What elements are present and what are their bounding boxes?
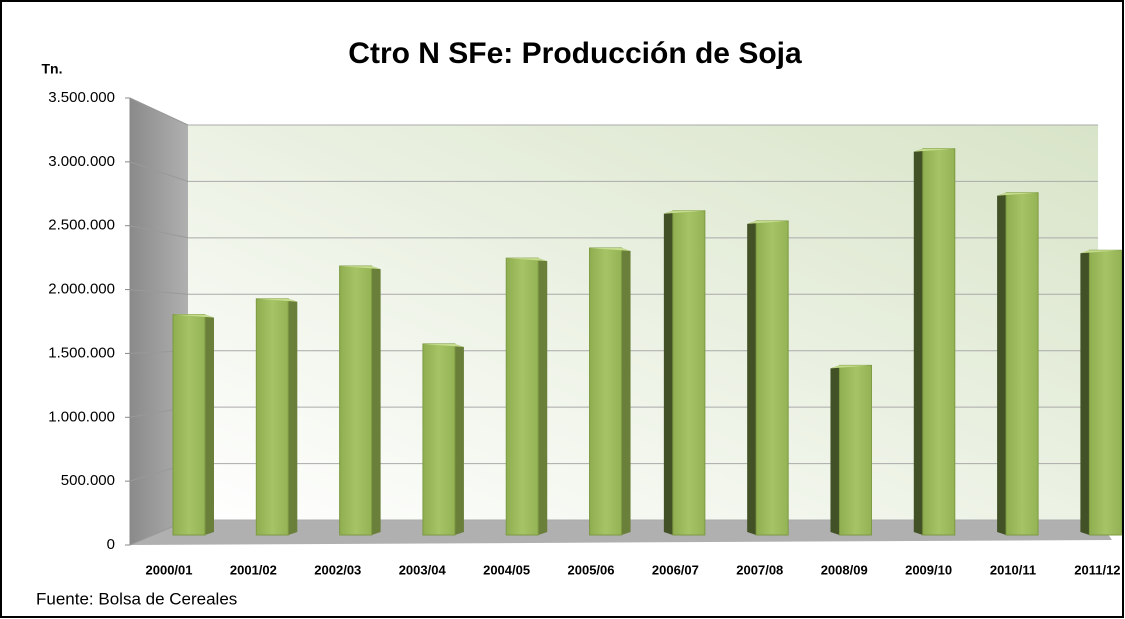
bar-top xyxy=(830,365,872,369)
y-tick-label: 1.000.000 xyxy=(48,408,115,425)
bar-top xyxy=(997,192,1039,196)
x-tick-label: 2002/03 xyxy=(314,562,361,577)
x-tick-label: 2005/06 xyxy=(568,562,615,577)
bar-side xyxy=(454,343,464,535)
grid-line xyxy=(129,225,189,239)
grid-line xyxy=(129,161,189,182)
bar-side xyxy=(371,266,381,535)
x-tick-label: 2000/01 xyxy=(146,562,193,577)
source-note: Fuente: Bolsa de Cereales xyxy=(36,589,237,608)
y-tick-label: 2.000.000 xyxy=(48,281,115,298)
back-wall xyxy=(188,125,1098,520)
bar xyxy=(255,298,289,536)
bar-top xyxy=(747,220,789,224)
y-axis-label: Tn. xyxy=(42,61,63,77)
chart-title: Ctro N SFe: Producción de Soja xyxy=(348,37,802,70)
bar-side xyxy=(205,314,214,535)
y-tick-label: 500.000 xyxy=(61,472,115,489)
bar-top xyxy=(589,248,631,252)
bar-side xyxy=(747,220,757,535)
bar-side xyxy=(997,192,1007,535)
x-tick-label: 2010/11 xyxy=(990,562,1036,577)
bar-side xyxy=(288,298,298,535)
bar-top xyxy=(506,258,548,262)
bar xyxy=(422,343,456,536)
bar xyxy=(339,265,373,536)
bar-top xyxy=(173,314,214,318)
x-tick-label: 2011/12 xyxy=(1074,562,1120,577)
x-tick-label: 2009/10 xyxy=(905,562,952,577)
grid-line xyxy=(129,289,189,295)
bar-top xyxy=(339,266,381,270)
bar xyxy=(1005,192,1039,536)
bar-side xyxy=(663,210,673,535)
x-tick-label: 2007/08 xyxy=(736,562,783,577)
bar-top xyxy=(913,148,955,152)
x-tick-label: 2001/02 xyxy=(230,562,277,577)
y-tick-label: 3.000.000 xyxy=(48,153,115,170)
bar xyxy=(172,314,206,536)
bar-side xyxy=(1080,250,1090,535)
bar xyxy=(505,257,539,536)
bar-side xyxy=(913,148,923,535)
bar xyxy=(922,148,956,536)
x-tick-label: 2008/09 xyxy=(821,562,868,577)
bar xyxy=(755,220,789,536)
y-tick-label: 1.500.000 xyxy=(48,344,115,361)
bar xyxy=(1088,249,1122,536)
bar xyxy=(589,247,623,536)
bar xyxy=(838,364,872,536)
bar-top xyxy=(663,210,705,214)
x-tick-label: 2006/07 xyxy=(652,562,699,577)
bar-side xyxy=(830,365,840,535)
x-tick-label: 2004/05 xyxy=(483,562,530,577)
bar-side xyxy=(538,258,548,535)
bar-top xyxy=(256,298,298,302)
bar-top xyxy=(422,343,464,347)
bar-side xyxy=(621,248,631,535)
y-tick-label: 2.500.000 xyxy=(48,217,115,234)
bar-top xyxy=(1080,250,1122,254)
bar xyxy=(672,210,706,536)
grid-line xyxy=(129,97,189,126)
y-tick-label: 0 xyxy=(107,536,115,553)
y-tick-label: 3.500.000 xyxy=(48,89,115,106)
x-tick-label: 2003/04 xyxy=(399,562,447,577)
